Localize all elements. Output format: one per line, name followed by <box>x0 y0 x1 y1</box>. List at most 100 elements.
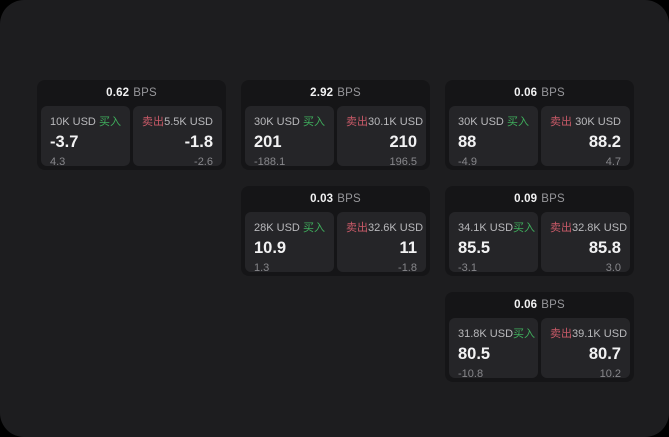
sell-panel-top: 卖出 32.6K USD <box>346 219 423 235</box>
sell-label: 卖出 <box>346 116 368 128</box>
buy-delta: -10.8 <box>458 368 484 378</box>
sell-delta: -2.6 <box>194 156 213 166</box>
buy-amount: 10K USD <box>50 116 96 128</box>
sell-price: 88.2 <box>588 133 621 151</box>
buy-price: 80.5 <box>458 345 491 363</box>
sell-amount: 32.8K USD <box>572 222 628 234</box>
sell-panel[interactable]: 卖出 30.1K USD 210 196.5 <box>337 106 426 166</box>
quote-panels: 28K USD 买入 10.9 1.3 卖出 32.6K USD 11 -1.8 <box>245 212 426 272</box>
bps-value: 0.62 <box>106 87 130 99</box>
sell-label: 卖出 <box>550 116 572 128</box>
buy-price: 88 <box>458 133 477 151</box>
quote-panels: 31.8K USD 买入 80.5 -10.8 卖出 39.1K USD 80.… <box>449 318 630 378</box>
sell-delta: 10.2 <box>599 368 621 378</box>
sell-panel-top: 卖出 32.8K USD <box>550 219 627 235</box>
buy-amount: 34.1K USD <box>458 222 514 234</box>
sell-delta: 3.0 <box>605 262 621 272</box>
buy-amount: 31.8K USD <box>458 328 514 340</box>
bps-value: 2.92 <box>310 87 334 99</box>
sell-panel[interactable]: 卖出 5.5K USD -1.8 -2.6 <box>133 106 222 166</box>
sell-panel[interactable]: 卖出 39.1K USD 80.7 10.2 <box>541 318 630 378</box>
buy-delta: -188.1 <box>254 156 286 166</box>
quote-card: 0.06 BPS 31.8K USD 买入 80.5 -10.8 卖出 39.1… <box>445 292 634 382</box>
buy-amount: 30K USD <box>254 116 300 128</box>
buy-panel[interactable]: 28K USD 买入 10.9 1.3 <box>245 212 334 272</box>
sell-amount: 39.1K USD <box>572 328 628 340</box>
bps-unit-label: BPS <box>133 87 157 99</box>
sell-panel-top: 卖出 39.1K USD <box>550 325 627 341</box>
sell-label: 卖出 <box>550 222 572 234</box>
buy-panel[interactable]: 10K USD 买入 -3.7 4.3 <box>41 106 130 166</box>
buy-panel[interactable]: 30K USD 买入 88 -4.9 <box>449 106 538 166</box>
buy-amount: 30K USD <box>458 116 504 128</box>
buy-panel[interactable]: 34.1K USD 买入 85.5 -3.1 <box>449 212 538 272</box>
sell-panel[interactable]: 卖出 32.6K USD 11 -1.8 <box>337 212 426 272</box>
buy-panel[interactable]: 30K USD 买入 201 -188.1 <box>245 106 334 166</box>
card-header: 0.09 BPS <box>449 186 630 212</box>
card-header: 0.06 BPS <box>449 292 630 318</box>
buy-price: 10.9 <box>254 239 287 257</box>
sell-price: -1.8 <box>184 133 213 151</box>
buy-price: 201 <box>254 133 282 151</box>
sell-amount: 30K USD <box>575 116 621 128</box>
sell-amount: 30.1K USD <box>368 116 424 128</box>
sell-price: 85.8 <box>588 239 621 257</box>
sell-panel[interactable]: 卖出 30K USD 88.2 4.7 <box>541 106 630 166</box>
sell-delta: 196.5 <box>389 156 417 166</box>
card-header: 0.06 BPS <box>449 80 630 106</box>
buy-label: 买入 <box>99 116 121 128</box>
buy-panel-top: 10K USD 买入 <box>50 113 121 129</box>
buy-delta: 4.3 <box>50 156 66 166</box>
buy-delta: -3.1 <box>458 262 477 272</box>
bps-unit-label: BPS <box>337 193 361 205</box>
sell-delta: -1.8 <box>398 262 417 272</box>
sell-amount: 5.5K USD <box>164 116 213 128</box>
sell-amount: 32.6K USD <box>368 222 424 234</box>
buy-panel-top: 30K USD 买入 <box>254 113 325 129</box>
sell-panel-top: 卖出 30.1K USD <box>346 113 423 129</box>
buy-amount: 28K USD <box>254 222 300 234</box>
bps-value: 0.06 <box>514 299 538 311</box>
buy-price: -3.7 <box>50 133 79 151</box>
sell-label: 卖出 <box>550 328 572 340</box>
quote-card: 2.92 BPS 30K USD 买入 201 -188.1 卖出 30.1K … <box>241 80 430 170</box>
card-header: 0.03 BPS <box>245 186 426 212</box>
bps-value: 0.09 <box>514 193 538 205</box>
buy-label: 买入 <box>513 328 536 340</box>
sell-panel-top: 卖出 30K USD <box>550 113 621 129</box>
bps-unit-label: BPS <box>541 193 565 205</box>
quote-card: 0.03 BPS 28K USD 买入 10.9 1.3 卖出 32.6K US… <box>241 186 430 276</box>
sell-delta: 4.7 <box>605 156 621 166</box>
quote-panels: 10K USD 买入 -3.7 4.3 卖出 5.5K USD -1.8 -2.… <box>41 106 222 166</box>
card-grid: 0.62 BPS 10K USD 买入 -3.7 4.3 卖出 5.5K USD… <box>37 80 634 382</box>
quote-panels: 30K USD 买入 88 -4.9 卖出 30K USD 88.2 4.7 <box>449 106 630 166</box>
quote-panels: 30K USD 买入 201 -188.1 卖出 30.1K USD 210 1… <box>245 106 426 166</box>
buy-delta: -4.9 <box>458 156 477 166</box>
buy-panel-top: 34.1K USD 买入 <box>458 219 535 235</box>
buy-label: 买入 <box>513 222 536 234</box>
bps-unit-label: BPS <box>541 87 565 99</box>
quote-card: 0.09 BPS 34.1K USD 买入 85.5 -3.1 卖出 32.8K… <box>445 186 634 276</box>
buy-panel-top: 28K USD 买入 <box>254 219 325 235</box>
sell-label: 卖出 <box>346 222 368 234</box>
sell-panel-top: 卖出 5.5K USD <box>142 113 213 129</box>
sell-price: 80.7 <box>588 345 621 363</box>
buy-price: 85.5 <box>458 239 491 257</box>
sell-panel[interactable]: 卖出 32.8K USD 85.8 3.0 <box>541 212 630 272</box>
quote-card: 0.62 BPS 10K USD 买入 -3.7 4.3 卖出 5.5K USD… <box>37 80 226 170</box>
buy-label: 买入 <box>303 116 325 128</box>
sell-price: 11 <box>399 239 417 257</box>
bps-value: 0.06 <box>514 87 538 99</box>
card-header: 2.92 BPS <box>245 80 426 106</box>
buy-label: 买入 <box>507 116 529 128</box>
buy-panel-top: 30K USD 买入 <box>458 113 529 129</box>
buy-panel[interactable]: 31.8K USD 买入 80.5 -10.8 <box>449 318 538 378</box>
buy-delta: 1.3 <box>254 262 270 272</box>
bps-unit-label: BPS <box>337 87 361 99</box>
quote-card: 0.06 BPS 30K USD 买入 88 -4.9 卖出 30K USD 8… <box>445 80 634 170</box>
sell-label: 卖出 <box>142 116 164 128</box>
buy-panel-top: 31.8K USD 买入 <box>458 325 535 341</box>
bps-unit-label: BPS <box>541 299 565 311</box>
quote-panels: 34.1K USD 买入 85.5 -3.1 卖出 32.8K USD 85.8… <box>449 212 630 272</box>
